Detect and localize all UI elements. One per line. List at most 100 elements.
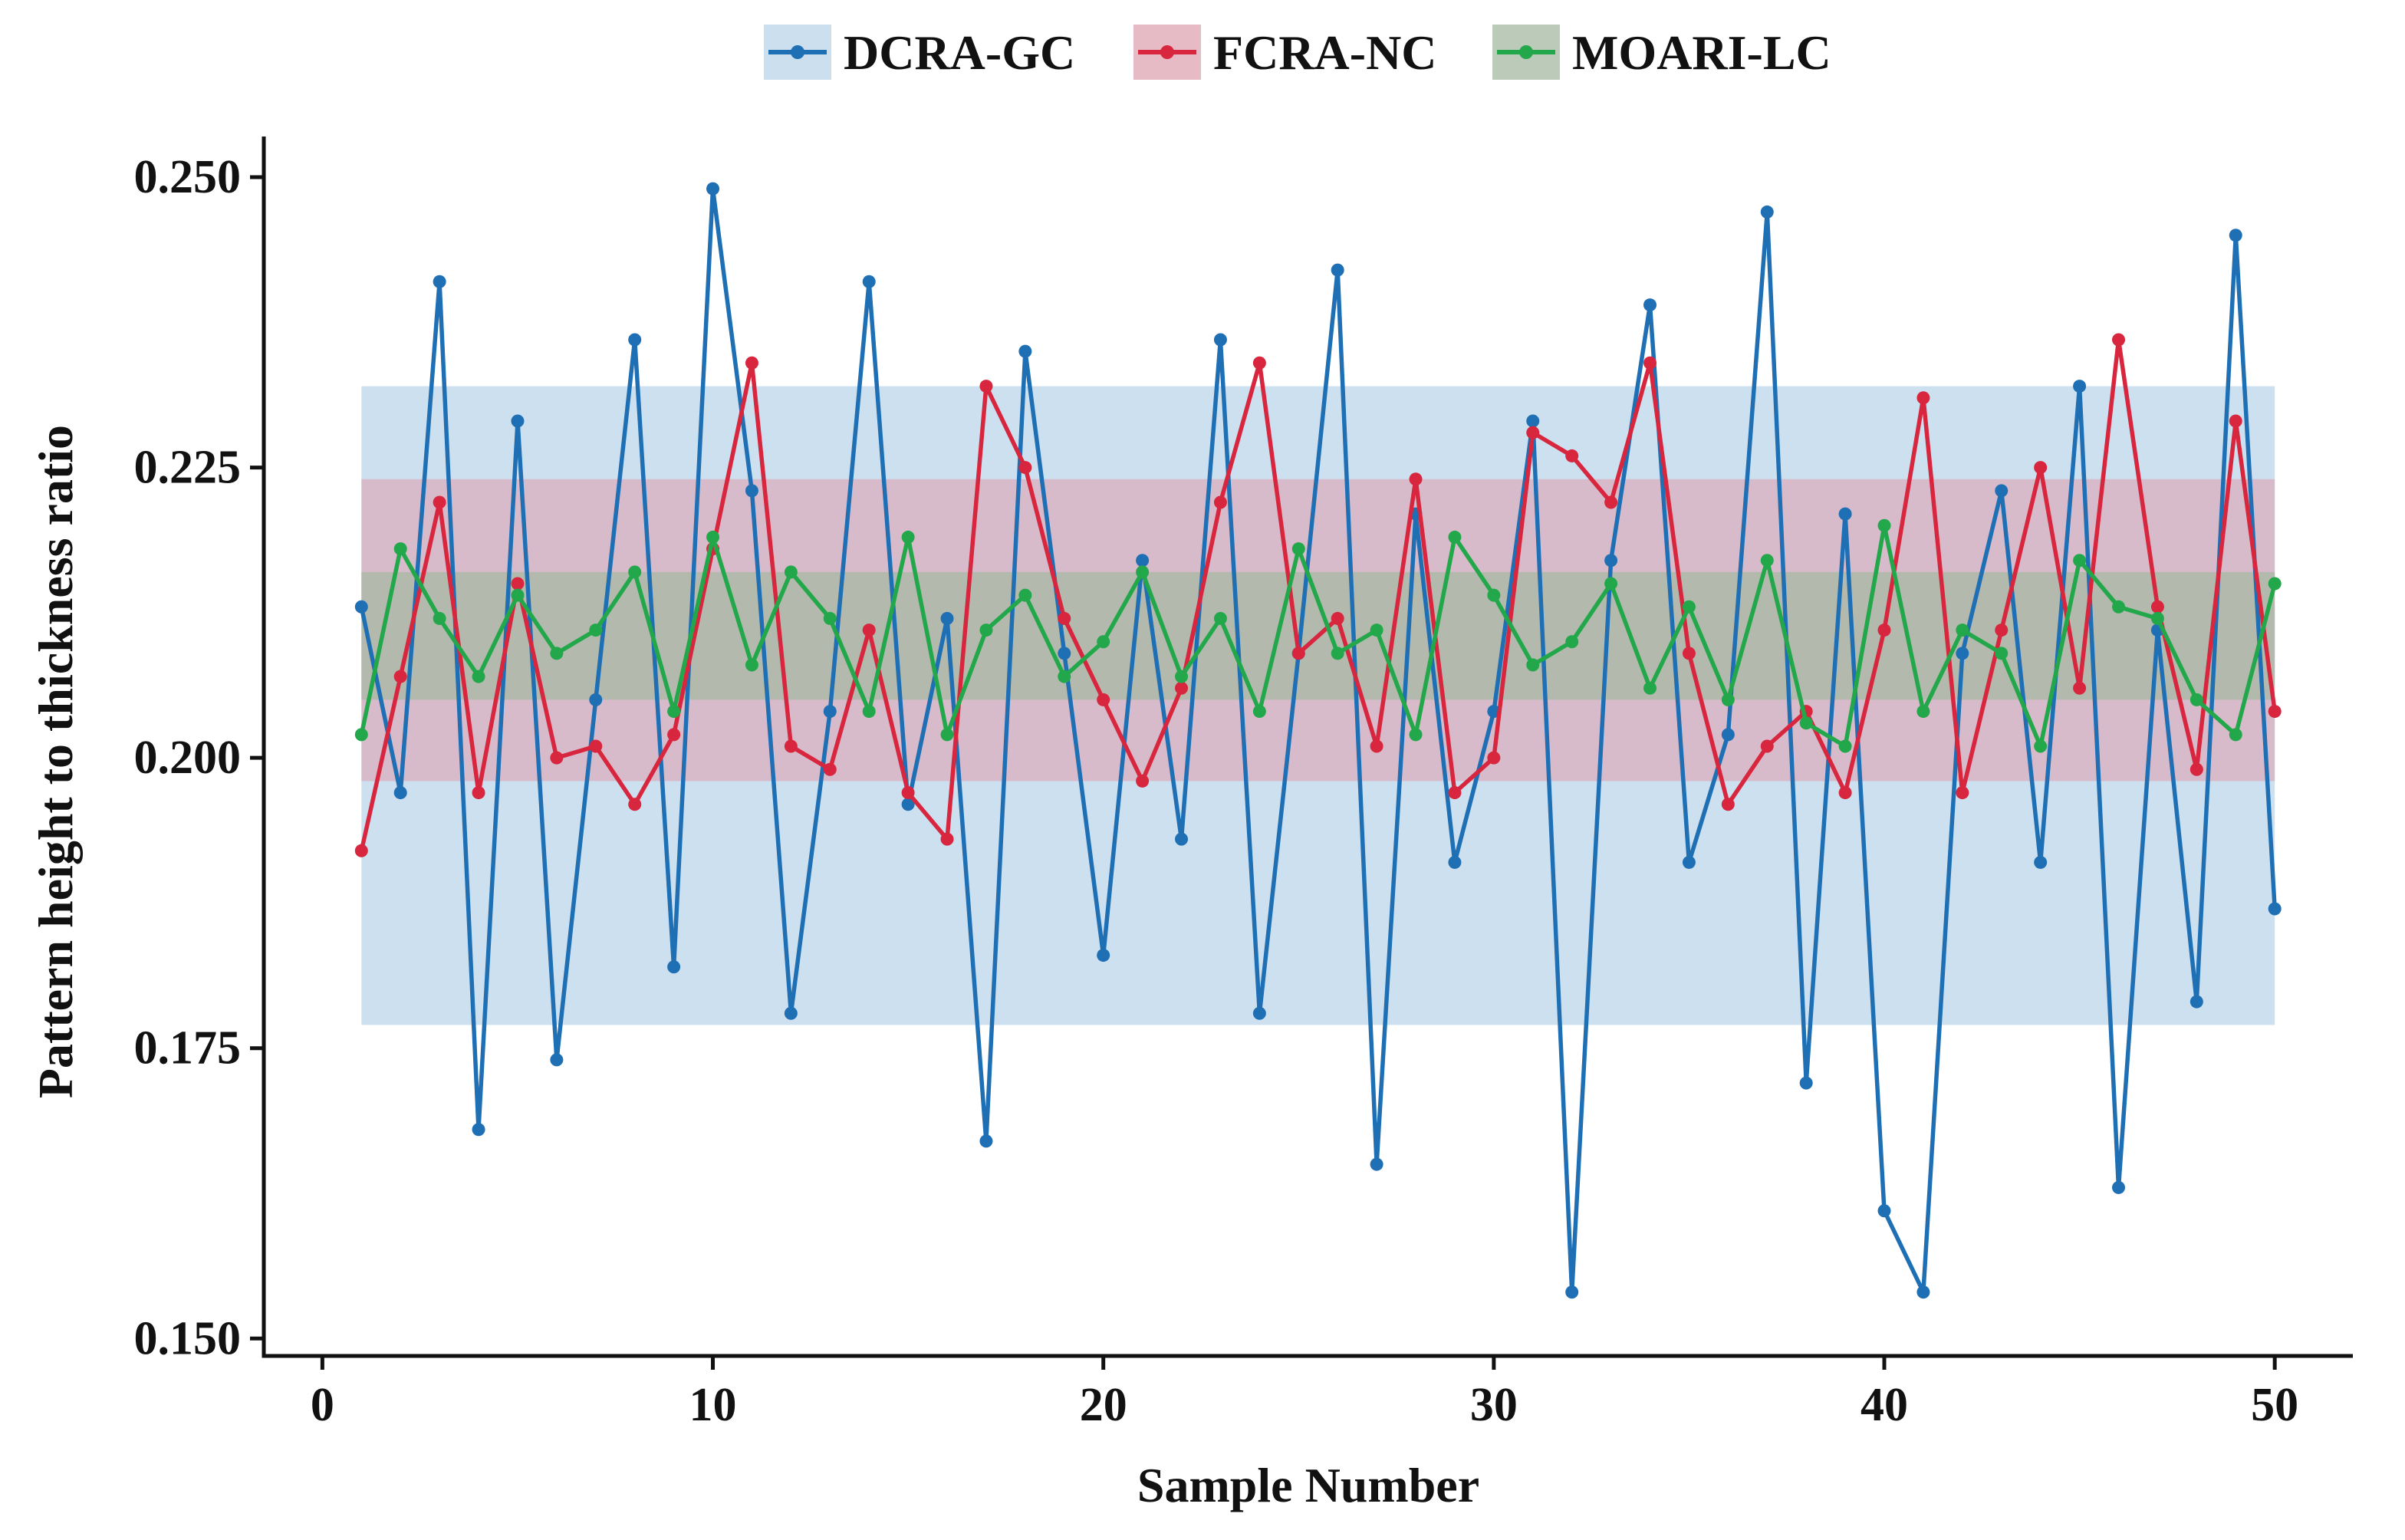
- legend-label-dcra-gc: DCRA-GC: [844, 25, 1075, 80]
- data-point-dcra-gc: [784, 1006, 798, 1020]
- data-point-moari-lc: [2229, 728, 2242, 742]
- series-line-moari-lc: [359, 523, 2277, 749]
- legend-item-moari-lc: MOARI-LC: [1492, 25, 1831, 80]
- data-point-moari-lc: [1252, 705, 1266, 719]
- data-point-fcra-nc: [2150, 600, 2164, 614]
- data-point-moari-lc: [354, 728, 368, 742]
- data-point-moari-lc: [2190, 693, 2203, 706]
- data-point-fcra-nc: [1643, 356, 1657, 370]
- data-point-fcra-nc: [1252, 356, 1266, 370]
- data-point-moari-lc: [1643, 681, 1657, 695]
- data-point-fcra-nc: [979, 380, 993, 393]
- data-point-fcra-nc: [393, 670, 407, 683]
- data-point-moari-lc: [550, 647, 564, 660]
- data-point-moari-lc: [1916, 705, 1930, 719]
- data-point-dcra-gc: [2073, 380, 2087, 393]
- data-point-fcra-nc: [1760, 739, 1774, 753]
- legend-item-dcra-gc: DCRA-GC: [764, 25, 1075, 80]
- data-point-moari-lc: [628, 565, 642, 579]
- data-point-fcra-nc: [1136, 774, 1150, 788]
- data-point-fcra-nc: [940, 832, 954, 846]
- legend-marker-fcra-nc: [1160, 45, 1174, 59]
- data-point-dcra-gc: [2190, 995, 2203, 1009]
- data-point-moari-lc: [1799, 716, 1813, 730]
- data-point-dcra-gc: [1916, 1285, 1930, 1299]
- series-dcra-gc: [354, 182, 2282, 1299]
- data-point-dcra-gc: [1213, 333, 1227, 347]
- data-point-fcra-nc: [1565, 449, 1579, 462]
- data-point-dcra-gc: [433, 275, 446, 288]
- y-tick-label: 0.250: [134, 151, 242, 203]
- y-tick-label: 0.150: [134, 1312, 242, 1364]
- data-point-moari-lc: [1018, 588, 1032, 602]
- data-point-dcra-gc: [1799, 1076, 1813, 1090]
- x-axis-label: Sample Number: [1137, 1458, 1479, 1512]
- series-line-fcra-nc: [359, 337, 2277, 851]
- data-point-moari-lc: [1331, 647, 1344, 660]
- series-moari-lc: [354, 518, 2282, 753]
- data-point-dcra-gc: [823, 705, 837, 719]
- data-point-moari-lc: [1291, 542, 1305, 556]
- data-point-moari-lc: [589, 624, 603, 637]
- data-point-dcra-gc: [1018, 344, 1032, 358]
- data-point-moari-lc: [1877, 518, 1891, 532]
- data-point-moari-lc: [393, 542, 407, 556]
- data-point-dcra-gc: [589, 693, 603, 706]
- data-point-moari-lc: [2034, 739, 2048, 753]
- data-point-moari-lc: [433, 611, 446, 625]
- axes: [262, 137, 2353, 1358]
- data-point-moari-lc: [1565, 635, 1579, 649]
- data-point-fcra-nc: [589, 739, 603, 753]
- data-point-fcra-nc: [550, 751, 564, 765]
- legend-item-fcra-nc: FCRA-NC: [1133, 25, 1437, 80]
- x-tick-label: 40: [1861, 1379, 1908, 1431]
- data-point-fcra-nc: [1956, 786, 1969, 800]
- data-point-fcra-nc: [511, 577, 525, 591]
- data-point-dcra-gc: [1604, 554, 1618, 568]
- data-point-fcra-nc: [472, 786, 485, 800]
- data-point-fcra-nc: [1175, 681, 1189, 695]
- y-axis-label: Pattern height to thickness ratio: [28, 425, 83, 1098]
- data-point-fcra-nc: [1877, 624, 1891, 637]
- data-point-dcra-gc: [1175, 832, 1189, 846]
- data-point-dcra-gc: [1995, 484, 2009, 498]
- data-point-dcra-gc: [979, 1134, 993, 1148]
- data-point-fcra-nc: [1409, 472, 1423, 486]
- data-point-fcra-nc: [1448, 786, 1462, 800]
- data-point-dcra-gc: [354, 600, 368, 614]
- data-point-moari-lc: [1370, 624, 1383, 637]
- data-point-fcra-nc: [1916, 391, 1930, 405]
- data-point-fcra-nc: [667, 728, 681, 742]
- data-point-fcra-nc: [1721, 798, 1735, 811]
- series-line-dcra-gc: [359, 186, 2277, 1295]
- data-point-dcra-gc: [1252, 1006, 1266, 1020]
- data-point-fcra-nc: [1604, 495, 1618, 509]
- data-point-moari-lc: [1175, 670, 1189, 683]
- data-point-dcra-gc: [1643, 298, 1657, 312]
- data-point-fcra-nc: [901, 786, 915, 800]
- x-tick-label: 30: [1470, 1379, 1518, 1431]
- legend-label-moari-lc: MOARI-LC: [1572, 25, 1831, 80]
- x-ticks: 0 10 20 30 40 50: [311, 1356, 2298, 1431]
- data-point-dcra-gc: [472, 1123, 485, 1137]
- data-point-fcra-nc: [433, 495, 446, 509]
- data-point-fcra-nc: [862, 624, 876, 637]
- data-point-moari-lc: [472, 670, 485, 683]
- data-point-dcra-gc: [1956, 647, 1969, 660]
- x-tick-label: 10: [689, 1379, 737, 1431]
- legend-marker-dcra-gc: [791, 45, 804, 59]
- data-point-moari-lc: [1604, 577, 1618, 591]
- data-point-moari-lc: [1136, 565, 1150, 579]
- data-point-moari-lc: [1995, 647, 2009, 660]
- data-point-fcra-nc: [1682, 647, 1696, 660]
- data-point-dcra-gc: [2034, 855, 2048, 869]
- data-point-dcra-gc: [1136, 554, 1150, 568]
- data-point-fcra-nc: [1995, 624, 2009, 637]
- data-point-moari-lc: [1097, 635, 1110, 649]
- data-point-fcra-nc: [1097, 693, 1110, 706]
- data-point-dcra-gc: [1331, 263, 1344, 277]
- data-point-fcra-nc: [1058, 611, 1071, 625]
- y-tick-label: 0.225: [134, 442, 242, 494]
- data-point-fcra-nc: [784, 739, 798, 753]
